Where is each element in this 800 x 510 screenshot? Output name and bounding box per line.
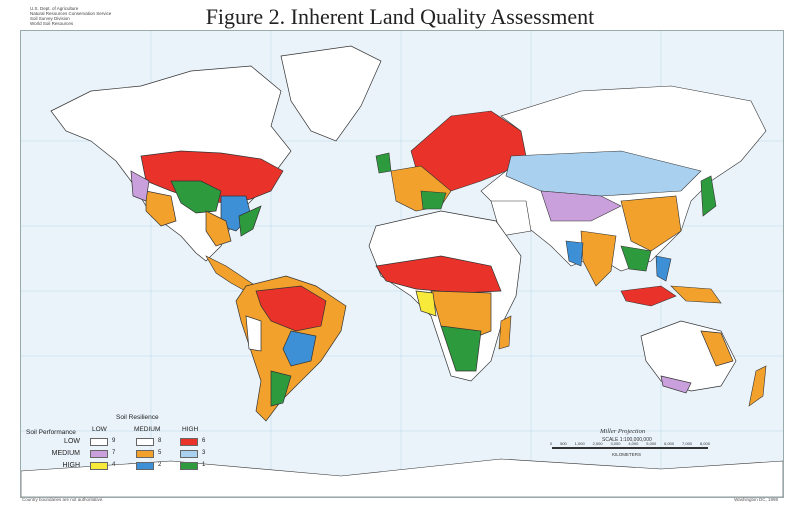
agency-line: Natural Resources Conservation Service <box>30 11 112 16</box>
africa <box>368 210 522 382</box>
australia <box>640 320 737 394</box>
legend-swatch-6 <box>180 438 198 446</box>
scale-tick: 4,000 <box>628 441 639 446</box>
legend-swatch-3 <box>180 450 198 458</box>
antarctica <box>21 458 783 497</box>
scale-tick: 2,000 <box>592 441 603 446</box>
legend-resilience-label: Soil Resilience <box>116 414 159 421</box>
europe <box>375 110 527 212</box>
legend-class-4: 4 <box>112 462 116 468</box>
legend-class-3: 3 <box>202 450 206 456</box>
publication-place-date: Washington DC, 1998 <box>734 497 778 502</box>
legend-swatch-2 <box>136 462 154 470</box>
agency-line: U.S. Dept. of Agriculture <box>30 6 79 11</box>
legend-row-medium: MEDIUM <box>51 450 80 457</box>
japan <box>700 175 717 217</box>
scale-line <box>552 447 708 449</box>
legend-swatch-1 <box>180 462 198 470</box>
madagascar <box>498 315 512 350</box>
asia <box>480 85 767 287</box>
legend-swatch-5 <box>136 450 154 458</box>
map-title: Figure 2. Inherent Land Quality Assessme… <box>205 4 595 29</box>
legend-swatch-7 <box>90 450 108 458</box>
greenland <box>280 45 382 142</box>
legend-class-7: 7 <box>112 450 116 456</box>
projection-label: Miller Projection <box>600 428 646 435</box>
legend-swatch-9 <box>90 438 108 446</box>
legend: Soil Resilience Soil Performance LOW MED… <box>24 410 234 482</box>
scale-tick: 500 <box>560 441 567 446</box>
legend-swatch-8 <box>136 438 154 446</box>
legend-class-1: 1 <box>202 462 206 468</box>
legend-col-high: HIGH <box>182 426 199 433</box>
world-map-svg <box>21 31 783 497</box>
southeast-asia <box>620 255 722 307</box>
boundary-disclaimer: Country boundaries are not authoritative… <box>22 497 104 502</box>
north-america <box>50 65 292 262</box>
scale-text: SCALE 1:100,000,000 <box>602 437 652 443</box>
agency-credit: U.S. Dept. of Agriculture Natural Resour… <box>30 6 111 26</box>
legend-performance-label: Soil Performance <box>26 429 76 436</box>
new-zealand <box>748 365 767 407</box>
scale-tick: 5,000 <box>646 441 657 446</box>
scale-unit: KILOMETERS <box>612 452 642 457</box>
legend-class-6: 6 <box>202 438 206 444</box>
scale-tick: 6,000 <box>664 441 675 446</box>
scale-tick: 7,000 <box>682 441 693 446</box>
scale-bar: Miller Projection SCALE 1:100,000,000 0 … <box>550 428 710 468</box>
legend-swatch-4 <box>90 462 108 470</box>
scale-tick: 3,000 <box>610 441 621 446</box>
scale-tick: 0 <box>550 441 553 446</box>
legend-class-5: 5 <box>158 450 162 456</box>
legend-class-8: 8 <box>158 438 162 444</box>
agency-line: World Soil Resources <box>30 21 74 26</box>
scale-ticks: 0 500 1,000 2,000 3,000 4,000 5,000 6,00… <box>550 441 710 446</box>
legend-row-low: LOW <box>64 438 80 445</box>
south-america <box>235 275 347 422</box>
scale-tick: 8,000 <box>699 441 710 446</box>
legend-class-2: 2 <box>158 462 162 468</box>
scale-tick: 1,000 <box>574 441 585 446</box>
legend-class-9: 9 <box>112 438 116 444</box>
legend-row-high: HIGH <box>62 462 81 469</box>
world-map[interactable] <box>20 30 784 498</box>
legend-col-medium: MEDIUM <box>134 426 161 433</box>
agency-line: Soil Survey Division <box>30 16 70 21</box>
legend-col-low: LOW <box>92 426 107 433</box>
